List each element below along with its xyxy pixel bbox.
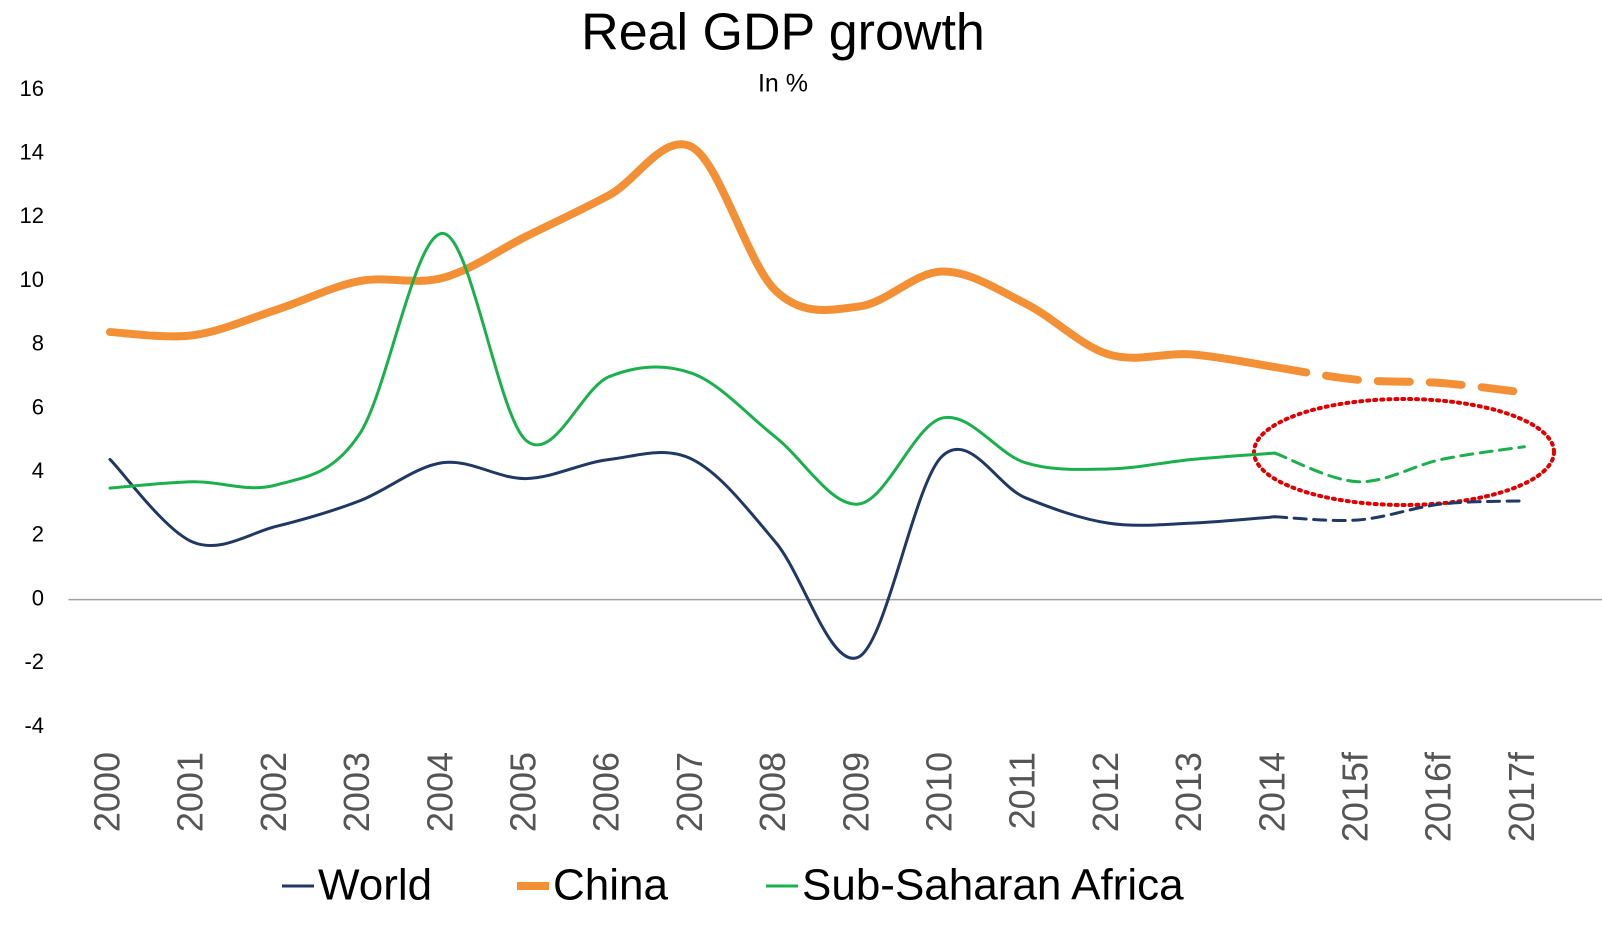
x-tick-label: 2015f [1335,751,1376,842]
forecast-line [1270,363,1529,397]
x-tick-label: 2012 [1085,752,1126,832]
y-tick-label: -4 [24,713,44,738]
highlight-ellipse [1252,397,1556,507]
x-tick-label: 2005 [503,752,544,832]
x-tick-label: 2001 [170,752,211,832]
y-tick-label: 16 [20,76,44,101]
chart-title: Real GDP growth [581,4,985,62]
series-line [108,447,1277,660]
x-tick-label: 2002 [253,752,294,832]
x-tick-label: 2003 [336,752,377,832]
x-tick-label: 2008 [752,752,793,832]
x-tick-label: 2007 [669,752,710,832]
y-tick-label: 8 [32,331,44,356]
y-tick-label: 6 [32,394,44,419]
y-tick-label: 2 [32,522,44,547]
x-tick-label: 2009 [835,752,876,832]
x-tick-label: 2017f [1501,751,1542,842]
legend-label: Sub-Saharan Africa [802,861,1184,910]
legend-label: China [553,861,668,910]
x-tick-label: 2006 [586,752,627,832]
series-line [108,231,1277,506]
x-tick-label: 2004 [419,752,460,832]
forecast-line [1273,445,1526,484]
y-tick-label: -2 [24,649,44,674]
x-tick-label: 2010 [919,752,960,832]
x-tick-label: 2013 [1168,752,1209,832]
y-tick-label: 4 [32,458,44,483]
x-tick-label: 2014 [1251,752,1292,832]
legend-label: World [318,861,432,910]
x-tick-label: 2011 [1002,752,1043,829]
y-tick-label: 12 [20,203,44,228]
y-tick-label: 14 [20,140,44,165]
x-tick-label: 2016f [1418,751,1459,842]
y-tick-label: 10 [20,267,44,292]
y-tick-label: 0 [32,585,44,610]
x-tick-label: 2000 [87,752,128,832]
series-line [106,140,1279,372]
chart-subtitle: In % [758,70,808,98]
forecast-line [1273,499,1526,523]
